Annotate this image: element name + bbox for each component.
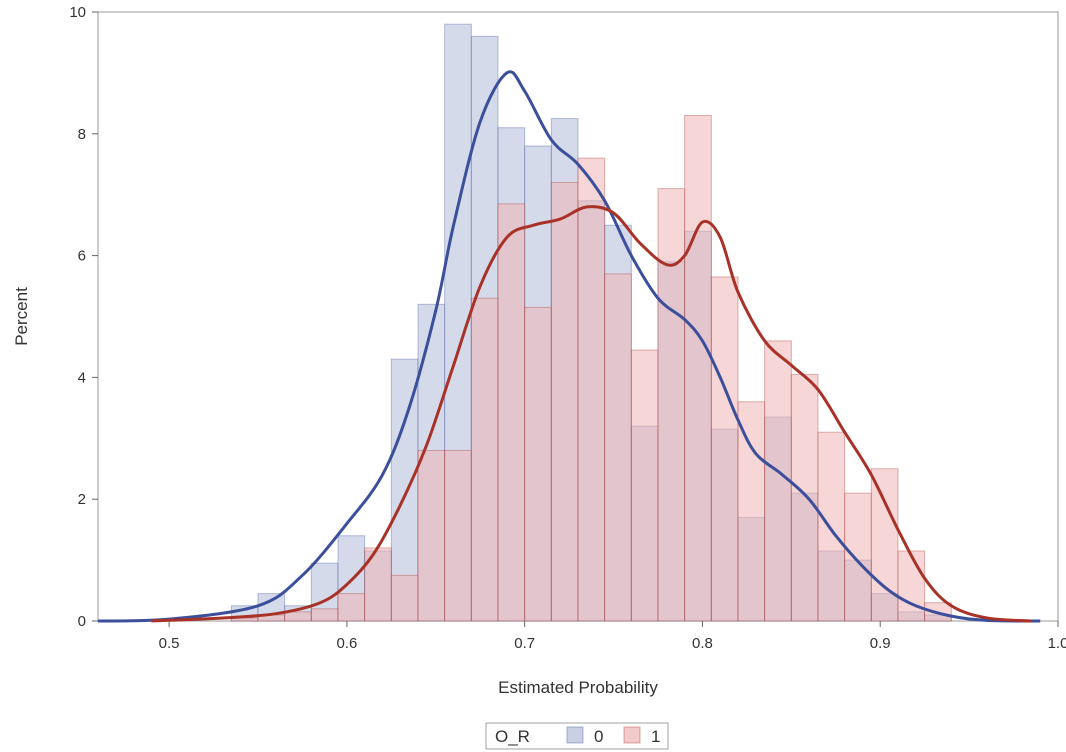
bar-series-1 bbox=[897, 550, 926, 622]
x-tick-label: 1.0 bbox=[1048, 635, 1066, 652]
bar-series-1 bbox=[710, 276, 739, 622]
legend-swatch-series-1 bbox=[623, 726, 641, 744]
bar-series-1 bbox=[790, 373, 819, 622]
y-axis-title: Percent bbox=[12, 287, 31, 346]
bar-series-1 bbox=[524, 306, 552, 622]
y-tick-label: 8 bbox=[78, 126, 86, 143]
bar-series-1 bbox=[310, 608, 339, 622]
x-tick-label: 0.8 bbox=[692, 635, 713, 652]
bar-series-1 bbox=[657, 188, 686, 622]
bar-series-1 bbox=[737, 401, 766, 622]
bar-series-1 bbox=[577, 157, 606, 622]
bar-series-1 bbox=[284, 611, 312, 622]
x-tick-label: 0.5 bbox=[159, 635, 180, 652]
y-tick-label: 6 bbox=[78, 248, 86, 265]
bar-series-1 bbox=[497, 203, 526, 622]
bar-series-1 bbox=[470, 297, 499, 622]
bar-series-1 bbox=[337, 593, 366, 622]
bar-series-1 bbox=[630, 349, 659, 622]
x-axis-title: Estimated Probability bbox=[498, 678, 658, 697]
bar-series-1 bbox=[390, 574, 419, 622]
density-curve-series-0 bbox=[97, 70, 1041, 623]
bar-series-1 bbox=[444, 449, 472, 622]
y-tick-label: 2 bbox=[78, 491, 86, 508]
x-tick-label: 0.7 bbox=[514, 635, 535, 652]
bar-series-1 bbox=[604, 273, 632, 622]
legend-swatch-series-0 bbox=[566, 726, 584, 744]
bar-series-1 bbox=[844, 492, 872, 622]
legend: O_R 0 1 bbox=[485, 722, 669, 750]
legend-label-series-0: 0 bbox=[594, 727, 603, 746]
density-curves-layer bbox=[97, 70, 1041, 623]
bar-series-1 bbox=[550, 182, 579, 622]
x-tick-label: 0.6 bbox=[336, 635, 357, 652]
axes-layer: 0.5 0.6 0.7 0.8 0.9 1.0 0 2 4 6 8 10 Estimated Proba… bbox=[12, 4, 1066, 697]
y-tick-label: 4 bbox=[78, 369, 86, 386]
bar-series-1 bbox=[764, 340, 792, 622]
y-tick-label: 0 bbox=[78, 613, 86, 630]
density-curve-series-1 bbox=[151, 205, 1032, 623]
x-tick-label: 0.9 bbox=[870, 635, 891, 652]
y-tick-label: 10 bbox=[69, 4, 86, 21]
bar-series-1 bbox=[417, 449, 446, 622]
bar-series-1 bbox=[817, 431, 846, 622]
legend-title: O_R bbox=[495, 727, 530, 746]
bar-series-1 bbox=[684, 115, 712, 622]
bar-series-1 bbox=[870, 468, 899, 622]
legend-label-series-1: 1 bbox=[651, 727, 660, 746]
